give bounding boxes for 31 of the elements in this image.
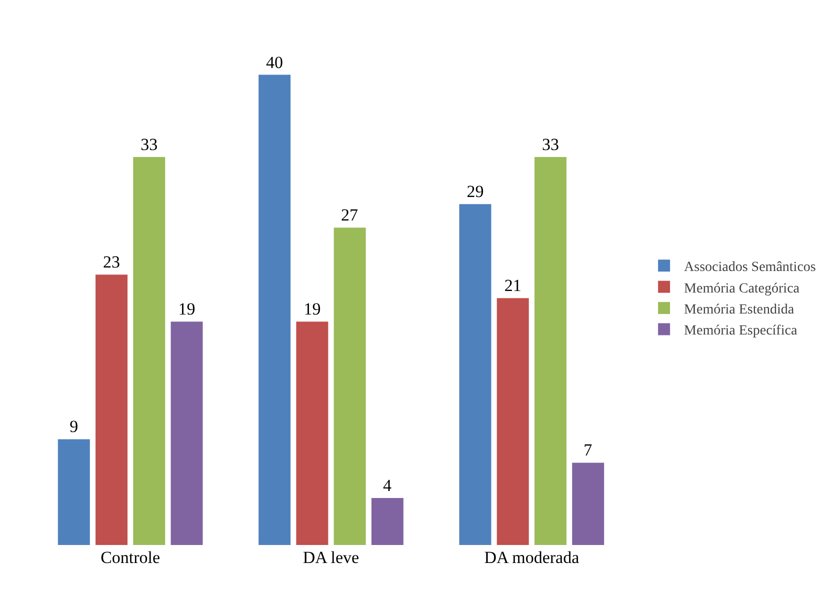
data-label: 9 <box>70 417 78 436</box>
bar <box>371 498 404 545</box>
data-label: 33 <box>140 135 158 154</box>
data-label: 29 <box>466 182 484 202</box>
data-label: 19 <box>178 300 196 319</box>
data-label: 40 <box>266 52 284 72</box>
legend-label: Memória Estendida <box>684 302 795 318</box>
bar <box>459 204 492 545</box>
data-label: 27 <box>341 206 359 225</box>
bar <box>133 157 166 545</box>
x-tick-label: Controle <box>100 548 160 567</box>
x-tick-label: DA leve <box>302 548 360 567</box>
data-label: 4 <box>382 476 392 495</box>
bar <box>334 228 366 545</box>
legend-label: Memória Categórica <box>684 281 800 296</box>
data-label: 23 <box>103 252 120 272</box>
bar <box>58 439 90 545</box>
data-label: 19 <box>304 300 321 319</box>
data-label: 21 <box>504 276 522 296</box>
bar <box>534 157 566 545</box>
bar <box>496 298 529 545</box>
legend-label: Memória Específica <box>684 324 798 339</box>
bar <box>258 74 291 545</box>
bar <box>572 462 604 545</box>
data-label: 7 <box>584 440 593 460</box>
data-label: 33 <box>542 135 559 154</box>
x-tick-label: DA moderada <box>484 548 580 567</box>
bar <box>96 274 128 545</box>
bar <box>170 322 203 545</box>
bar <box>296 322 328 545</box>
legend-label: Associados Semânticos <box>684 260 816 276</box>
